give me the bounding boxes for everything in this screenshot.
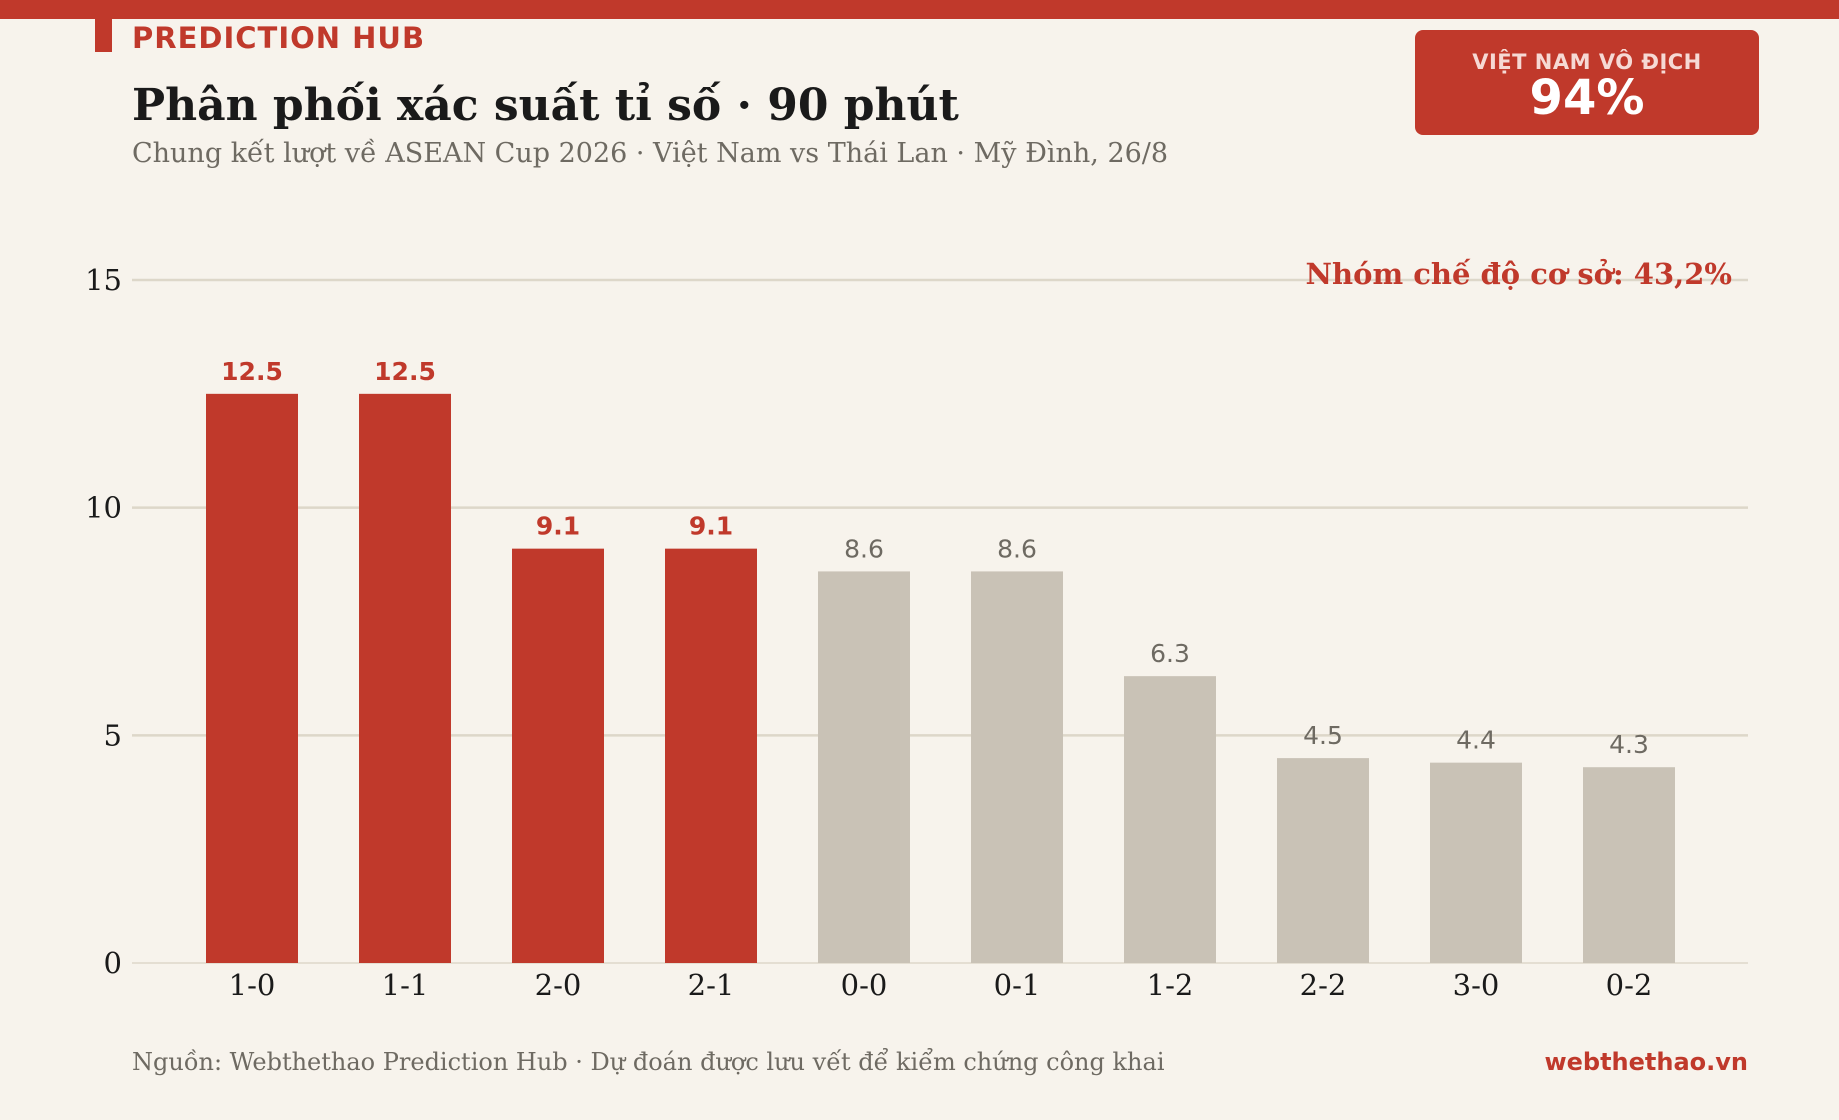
bar-value-label: 8.6 (997, 534, 1037, 563)
bar (971, 571, 1063, 963)
footer-source: Nguồn: Webthethao Prediction Hub · Dự đo… (132, 1048, 1165, 1076)
bar-value-label: 9.1 (689, 512, 733, 541)
x-tick-label: 2-1 (688, 968, 735, 1002)
chart-annotation: Nhóm chế độ cơ sở: 43,2% (1306, 257, 1732, 291)
bar (665, 548, 757, 963)
badge-label: VIỆT NAM VÔ ĐỊCH (1472, 50, 1702, 74)
bar (1583, 767, 1675, 963)
footer-brand: webthethao.vn (1544, 1048, 1748, 1076)
bar-value-label: 9.1 (536, 512, 580, 541)
y-tick-label: 10 (85, 491, 122, 525)
bar (206, 393, 298, 963)
bar-value-label: 12.5 (374, 357, 436, 386)
x-tick-label: 0-2 (1606, 968, 1653, 1002)
x-tick-label: 1-1 (382, 968, 429, 1002)
bar (359, 393, 451, 963)
top-accent-bar (0, 0, 1839, 19)
y-tick-label: 5 (104, 718, 122, 752)
page-subtitle: Chung kết lượt về ASEAN Cup 2026 · Việt … (132, 138, 1169, 169)
x-tick-label: 0-0 (841, 968, 888, 1002)
bar-value-label: 4.5 (1303, 721, 1343, 750)
bar (512, 548, 604, 963)
x-tick-label: 2-0 (535, 968, 582, 1002)
bar (1277, 758, 1369, 963)
page-title: Phân phối xác suất tỉ số · 90 phút (132, 80, 959, 131)
bar (818, 571, 910, 963)
badge-value: 94% (1529, 70, 1645, 126)
x-tick-label: 3-0 (1453, 968, 1500, 1002)
x-tick-label: 2-2 (1300, 968, 1347, 1002)
bar-value-label: 4.4 (1456, 726, 1496, 755)
champion-probability-badge: VIỆT NAM VÔ ĐỊCH 94% (1415, 30, 1759, 135)
bar (1124, 676, 1216, 963)
bar (1430, 762, 1522, 963)
bar-value-label: 4.3 (1609, 730, 1649, 759)
x-tick-label: 1-2 (1147, 968, 1194, 1002)
bar-value-label: 12.5 (221, 357, 283, 386)
x-tick-label: 0-1 (994, 968, 1041, 1002)
y-tick-label: 15 (85, 263, 122, 297)
bar-value-label: 6.3 (1150, 639, 1190, 668)
bar-value-label: 8.6 (844, 534, 884, 563)
y-tick-label: 0 (104, 946, 122, 980)
x-tick-label: 1-0 (229, 968, 276, 1002)
kicker-accent-mark (95, 19, 112, 52)
kicker-label: PREDICTION HUB (132, 21, 426, 55)
